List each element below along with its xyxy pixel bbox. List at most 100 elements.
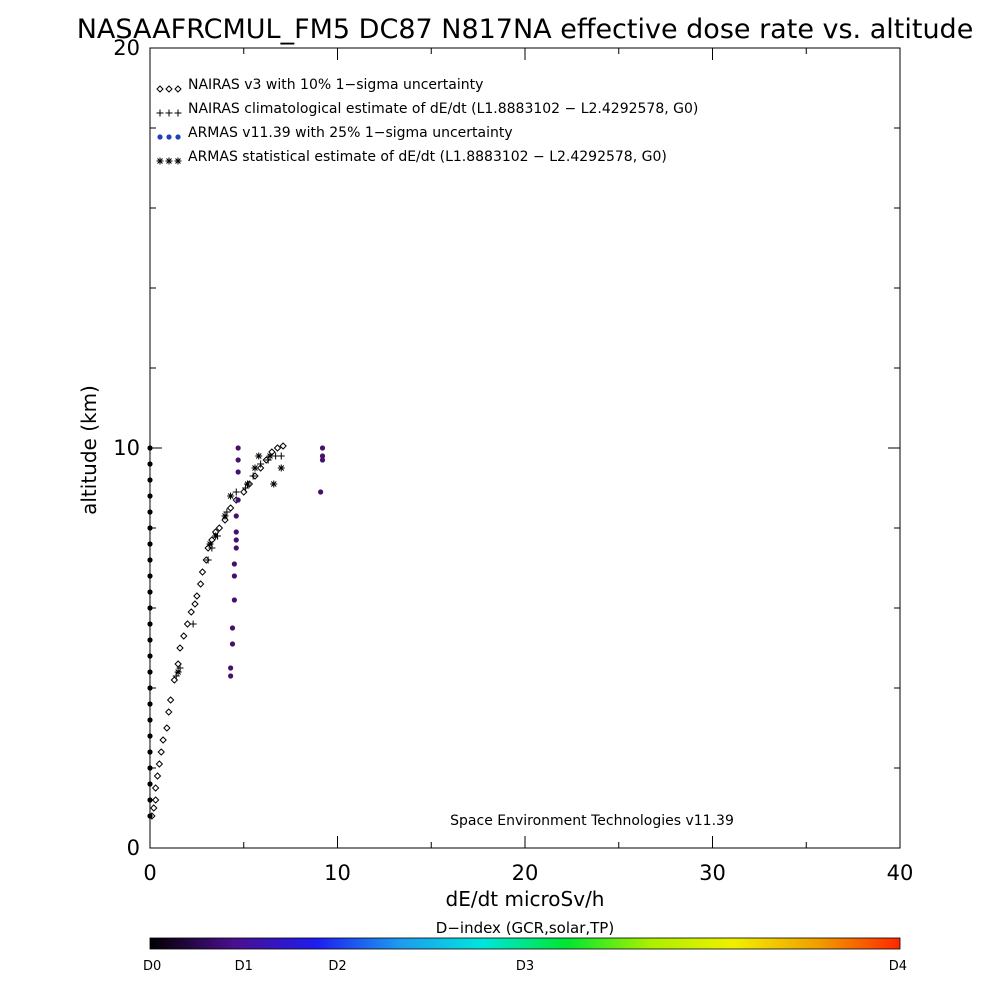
data-point-dot [147, 813, 153, 819]
legend-label: NAIRAS v3 with 10% 1−sigma uncertainty [188, 77, 483, 93]
legend-marker-diamond [174, 85, 182, 93]
data-point-dot [147, 797, 153, 803]
data-point-diamond [155, 760, 164, 768]
legend-marker-dot [175, 134, 181, 140]
colorbar-label: D1 [235, 959, 253, 974]
data-point-dot [231, 573, 237, 579]
x-axis-label: dE/dt microSv/h [446, 887, 605, 911]
colorbar-label: D4 [889, 959, 907, 974]
data-point-dot [319, 453, 326, 459]
data-point-dot [147, 605, 153, 611]
data-point-asterisk [270, 480, 278, 488]
colorbar [149, 937, 901, 950]
data-point-diamond [256, 464, 265, 472]
data-point-dot [235, 445, 241, 451]
legend-marker-asterisk [156, 157, 164, 165]
data-point-asterisk [251, 464, 259, 472]
legend-marker-plus [165, 109, 173, 117]
data-point-dot [147, 557, 153, 563]
colorbar-labels: D0 D1 D2 D3 D4 [143, 959, 907, 974]
data-point-dot [147, 637, 153, 643]
data-point-dot [147, 765, 153, 771]
colorbar-title: D−index (GCR,solar,TP) [436, 919, 614, 937]
colorbar-label: D3 [516, 959, 534, 974]
data-point-diamond [151, 796, 160, 804]
data-point-diamond [165, 708, 173, 716]
x-tick-label: 40 [887, 861, 914, 885]
data-point-diamond [191, 600, 199, 608]
data-point-dot [147, 541, 153, 547]
data-point-asterisk [277, 464, 285, 472]
legend-item: NAIRAS v3 with 10% 1−sigma uncertainty [156, 77, 483, 93]
data-point-dot [231, 597, 237, 603]
data-point-diamond [153, 772, 162, 780]
data-point-asterisk [227, 492, 235, 500]
legend-marker-plus [156, 109, 164, 117]
legend-item: NAIRAS climatological estimate of dE/dt … [156, 101, 698, 117]
data-point-dot [233, 529, 239, 535]
data-point-diamond [150, 804, 158, 812]
data-point-plus [204, 556, 212, 564]
data-point-diamond [163, 724, 171, 732]
data-point-dot [318, 489, 324, 495]
data-point-dot [235, 469, 241, 475]
data-point-diamond [166, 696, 175, 704]
data-point-dot [147, 733, 153, 739]
data-point-plus [189, 620, 197, 628]
data-point-dot [147, 781, 153, 787]
data-point-asterisk [244, 480, 251, 488]
y-tick-labels: 0 10 20 [113, 36, 140, 860]
data-point-asterisk [221, 512, 229, 520]
data-point-dot [319, 445, 326, 451]
data-point-asterisk [174, 668, 182, 676]
data-point-plus [277, 452, 285, 460]
data-point-diamond [157, 748, 165, 756]
data-point-dot [147, 589, 153, 595]
x-tick-label: 20 [512, 861, 539, 885]
data-point-diamond [273, 444, 282, 452]
data-point-dot [228, 665, 234, 671]
colorbar-label: D2 [328, 959, 346, 974]
data-point-diamond [196, 580, 205, 588]
legend-label: NAIRAS climatological estimate of dE/dt … [188, 101, 698, 117]
data-point-dot [147, 573, 153, 579]
credit-annotation: Space Environment Technologies v11.39 [450, 813, 734, 829]
data-point-dot [147, 653, 153, 659]
data-point-dot [147, 685, 153, 691]
data-point-plus [232, 488, 240, 496]
data-point-dot [235, 497, 241, 503]
data-point-diamond [215, 524, 224, 532]
legend-marker-dot [166, 134, 172, 140]
data-point-diamond [187, 608, 195, 616]
data-point-diamond [151, 784, 160, 792]
x-tick-label: 0 [143, 861, 156, 885]
data-point-asterisk [212, 532, 220, 540]
data-point-dot [233, 545, 239, 551]
colorbar-label: D0 [143, 959, 161, 974]
x-tick-label: 30 [699, 861, 726, 885]
data-point-asterisk [266, 452, 274, 460]
legend-marker-asterisk [174, 157, 182, 165]
y-axis-label: altitude (km) [77, 385, 101, 515]
plot-points [147, 442, 326, 820]
data-point-plus [257, 460, 265, 468]
data-point-diamond [193, 592, 201, 600]
legend: NAIRAS v3 with 10% 1−sigma uncertainty NA… [156, 77, 698, 165]
y-tick-label: 0 [127, 836, 140, 860]
data-point-dot [147, 445, 153, 451]
data-point-dot [147, 493, 153, 499]
data-point-dot [229, 641, 236, 647]
data-point-dot [233, 513, 239, 519]
data-point-dot [147, 717, 153, 723]
data-point-diamond [279, 442, 287, 450]
data-point-diamond [174, 660, 182, 668]
data-point-dot [147, 621, 153, 627]
x-tick-labels: 0 10 20 30 40 [143, 861, 913, 885]
legend-label: ARMAS v11.39 with 25% 1−sigma uncertaint… [188, 125, 513, 141]
data-point-dot [147, 525, 153, 531]
data-point-diamond [183, 620, 192, 628]
data-point-dot [229, 625, 236, 631]
data-point-dot [233, 537, 239, 543]
data-point-asterisk [255, 452, 263, 460]
